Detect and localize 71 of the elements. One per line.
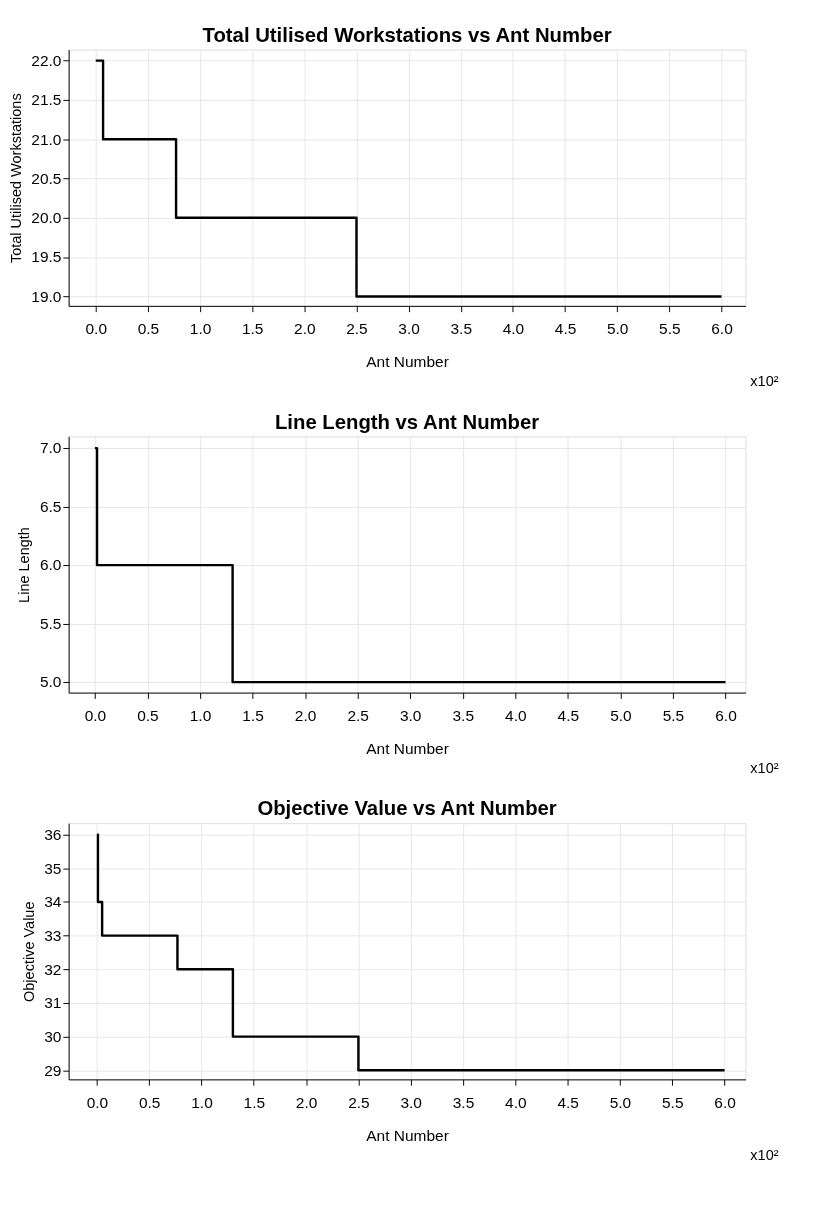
chart-title: Objective Value vs Ant Number (257, 797, 557, 820)
x-tick-label: 4.5 (554, 320, 577, 338)
x-tick-label: 5.0 (610, 707, 632, 725)
x-tick-label: 3.5 (452, 1093, 475, 1111)
x-tick-label: 4.5 (557, 707, 580, 725)
y-tick-label: 19.5 (31, 248, 62, 266)
y-tick-label: 33 (44, 926, 62, 944)
x-tick-label: 5.0 (609, 1093, 632, 1111)
y-tick-label: 21.5 (31, 91, 62, 109)
y-tick-label: 34 (44, 893, 62, 911)
y-tick-label: 5.0 (39, 673, 62, 691)
y-tick-label: 6.0 (39, 556, 62, 574)
x-tick-label: 3.5 (450, 320, 473, 338)
x-tick-label: 3.5 (452, 707, 475, 725)
x-tick-label: 1.0 (189, 707, 212, 725)
y-tick-label: 35 (44, 859, 62, 877)
x-tick-label: 2.0 (295, 1093, 318, 1111)
x-tick-label: 2.5 (348, 1093, 370, 1111)
x-tick-label: 0.0 (86, 1093, 109, 1111)
x-tick-label: 0.5 (137, 707, 159, 725)
text: x10² (750, 1146, 779, 1163)
y-axis-title: Total Utilised Workstations (7, 93, 24, 264)
x-tick-label: 0.5 (137, 320, 160, 338)
x-tick-label: 5.5 (661, 1093, 684, 1111)
x-axis-title: Ant Number (366, 740, 449, 758)
x-tick-label: 5.5 (662, 707, 685, 725)
x-tick-label: 1.5 (243, 1093, 266, 1111)
y-tick-label: 32 (44, 960, 62, 978)
x-tick-label: 4.0 (505, 1093, 527, 1111)
x-tick-label: 1.5 (241, 320, 264, 338)
x-tick-label: 4.5 (557, 1093, 579, 1111)
y-axis-title: Objective Value (20, 901, 37, 1002)
y-tick-label: 5.5 (39, 614, 62, 632)
text: x10² (750, 373, 779, 390)
y-axis-title: Line Length (16, 527, 33, 603)
x-tick-label: 2.5 (347, 707, 369, 725)
y-tick-label: 7.0 (39, 439, 62, 457)
x-tick-label: 3.0 (400, 1093, 422, 1111)
x-tick-label: 6.0 (711, 320, 733, 338)
x-tick-label: 6.0 (714, 1093, 736, 1111)
y-tick-label: 22.0 (31, 51, 62, 69)
y-tick-label: 36 (44, 825, 62, 843)
x-tick-label: 0.0 (84, 707, 107, 725)
chart-title: Line Length vs Ant Number (274, 410, 540, 433)
x-axis-title: Ant Number (366, 1126, 449, 1144)
y-tick-label: 21.0 (31, 130, 62, 148)
y-tick-label: 31 (44, 994, 62, 1012)
x-tick-label: 5.0 (606, 320, 629, 338)
y-tick-label: 20.0 (31, 209, 62, 227)
x-tick-label: 2.0 (294, 707, 317, 725)
x-axis-title: Ant Number (366, 353, 449, 371)
x-tick-label: 4.0 (505, 707, 527, 725)
x-tick-label: 2.5 (346, 320, 368, 338)
x-tick-label: 1.0 (189, 320, 212, 338)
y-tick-label: 20.5 (31, 169, 62, 187)
x-tick-label: 6.0 (715, 707, 737, 725)
y-tick-label: 29 (44, 1061, 62, 1079)
y-tick-label: 30 (44, 1027, 62, 1045)
x-tick-label: 3.0 (399, 707, 422, 725)
y-tick-label: 19.0 (31, 287, 62, 305)
x-tick-label: 1.5 (242, 707, 264, 725)
x-tick-label: 4.0 (502, 320, 525, 338)
text: x10² (750, 759, 779, 776)
y-tick-label: 6.5 (39, 497, 62, 515)
x-tick-label: 2.0 (294, 320, 316, 338)
x-tick-label: 0.0 (85, 320, 108, 338)
x-tick-label: 1.0 (191, 1093, 213, 1111)
x-tick-label: 0.5 (138, 1093, 161, 1111)
x-tick-label: 3.0 (398, 320, 420, 338)
chart-title: Total Utilised Workstations vs Ant Number (202, 23, 612, 46)
x-tick-label: 5.5 (659, 320, 681, 338)
